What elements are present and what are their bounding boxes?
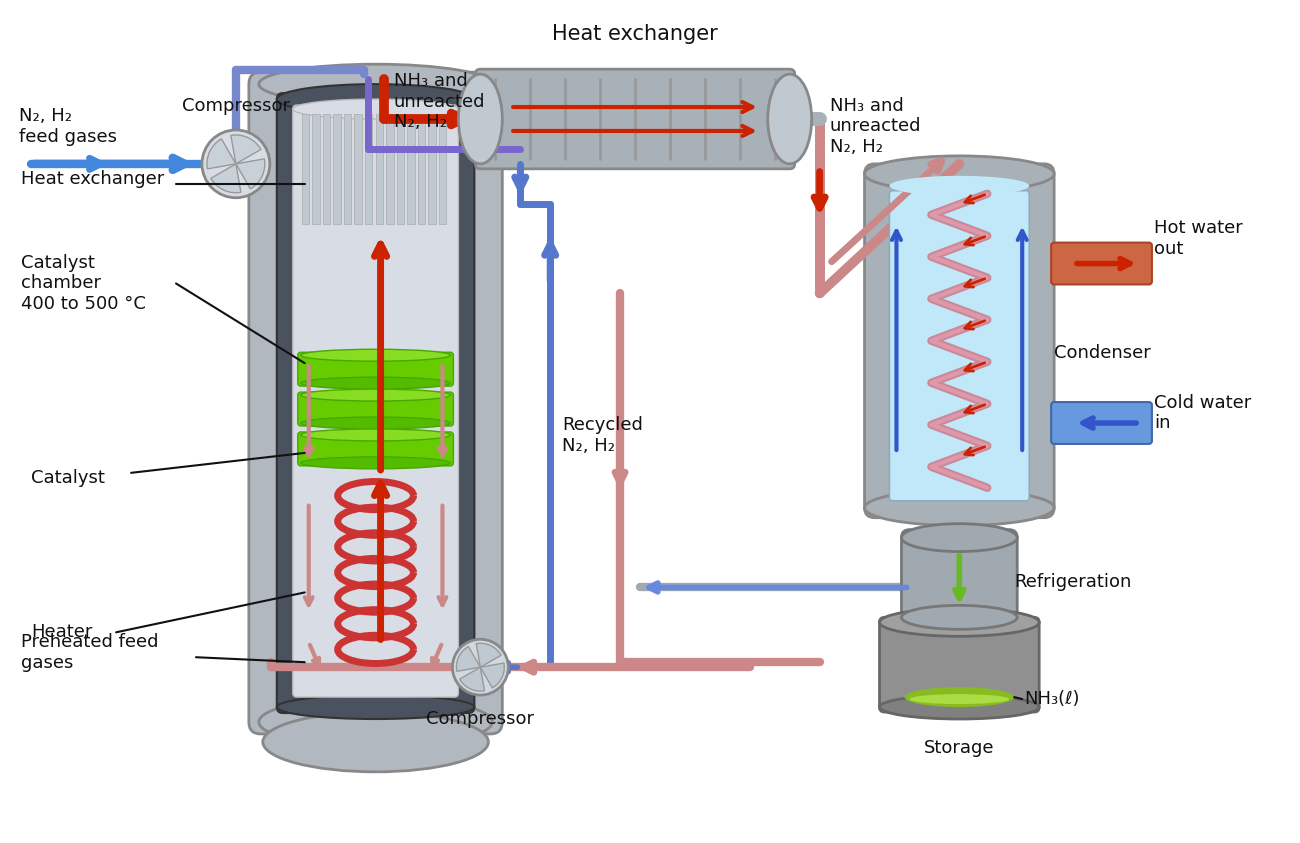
- Ellipse shape: [300, 457, 450, 469]
- FancyBboxPatch shape: [889, 191, 1030, 501]
- Ellipse shape: [259, 697, 493, 747]
- Text: Compressor: Compressor: [182, 97, 290, 115]
- Wedge shape: [235, 158, 265, 189]
- Ellipse shape: [910, 694, 1009, 704]
- Bar: [344, 114, 351, 223]
- Text: Catalyst
chamber
400 to 500 °C: Catalyst chamber 400 to 500 °C: [21, 254, 146, 314]
- Bar: [407, 114, 415, 223]
- Wedge shape: [456, 647, 481, 671]
- Text: Refrigeration: Refrigeration: [1014, 573, 1131, 592]
- Wedge shape: [476, 643, 501, 667]
- Text: NH₃ and
unreacted
N₂, H₂: NH₃ and unreacted N₂, H₂: [394, 72, 485, 132]
- Ellipse shape: [259, 64, 493, 104]
- Text: Heat exchanger: Heat exchanger: [21, 169, 165, 188]
- Ellipse shape: [277, 695, 474, 719]
- FancyBboxPatch shape: [901, 529, 1017, 626]
- Ellipse shape: [292, 99, 459, 119]
- Ellipse shape: [864, 490, 1054, 526]
- FancyBboxPatch shape: [880, 617, 1039, 712]
- Ellipse shape: [864, 156, 1054, 191]
- Text: NH₃(ℓ): NH₃(ℓ): [1024, 690, 1080, 708]
- Ellipse shape: [880, 609, 1039, 636]
- Bar: [333, 114, 341, 223]
- FancyBboxPatch shape: [476, 69, 794, 169]
- Bar: [322, 114, 330, 223]
- Wedge shape: [231, 135, 261, 164]
- Ellipse shape: [905, 687, 1014, 707]
- FancyBboxPatch shape: [298, 392, 454, 426]
- Ellipse shape: [300, 417, 450, 429]
- Text: Hot water
out: Hot water out: [1154, 219, 1243, 258]
- FancyBboxPatch shape: [298, 432, 454, 466]
- Ellipse shape: [263, 712, 489, 772]
- Ellipse shape: [901, 524, 1017, 551]
- Text: Storage: Storage: [924, 739, 994, 757]
- Text: Cold water
in: Cold water in: [1154, 394, 1251, 432]
- Circle shape: [202, 130, 270, 198]
- Text: N₂, H₂
feed gases: N₂, H₂ feed gases: [20, 107, 117, 146]
- Text: Condenser: Condenser: [1054, 344, 1151, 362]
- Text: Preheated feed
gases: Preheated feed gases: [21, 633, 159, 672]
- FancyBboxPatch shape: [292, 105, 459, 697]
- FancyBboxPatch shape: [1052, 402, 1152, 444]
- Wedge shape: [481, 663, 504, 688]
- Bar: [417, 114, 425, 223]
- FancyBboxPatch shape: [277, 93, 474, 713]
- Bar: [439, 114, 446, 223]
- Circle shape: [452, 639, 508, 695]
- Ellipse shape: [277, 84, 474, 114]
- FancyBboxPatch shape: [864, 164, 1054, 518]
- Text: Heat exchanger: Heat exchanger: [552, 24, 718, 44]
- Text: NH₃ and
unreacted
N₂, H₂: NH₃ and unreacted N₂, H₂: [829, 97, 922, 156]
- Bar: [302, 114, 309, 223]
- Bar: [396, 114, 404, 223]
- Ellipse shape: [300, 389, 450, 401]
- Ellipse shape: [889, 176, 1030, 196]
- Bar: [428, 114, 436, 223]
- Bar: [376, 114, 384, 223]
- Ellipse shape: [300, 377, 450, 389]
- Bar: [386, 114, 394, 223]
- Wedge shape: [460, 667, 485, 691]
- Bar: [365, 114, 372, 223]
- Text: Heater: Heater: [31, 623, 92, 642]
- Ellipse shape: [880, 695, 1039, 719]
- Text: Compressor: Compressor: [426, 710, 534, 728]
- Ellipse shape: [768, 74, 811, 164]
- Text: Recycled
N₂, H₂: Recycled N₂, H₂: [562, 416, 644, 455]
- Bar: [312, 114, 320, 223]
- Ellipse shape: [300, 429, 450, 441]
- Bar: [355, 114, 361, 223]
- Ellipse shape: [300, 349, 450, 361]
- FancyBboxPatch shape: [298, 352, 454, 386]
- FancyBboxPatch shape: [1052, 243, 1152, 284]
- Text: Catalyst: Catalyst: [31, 469, 105, 486]
- Wedge shape: [207, 139, 235, 169]
- Ellipse shape: [459, 74, 502, 164]
- Wedge shape: [211, 164, 240, 193]
- Ellipse shape: [901, 605, 1017, 630]
- FancyBboxPatch shape: [248, 72, 502, 734]
